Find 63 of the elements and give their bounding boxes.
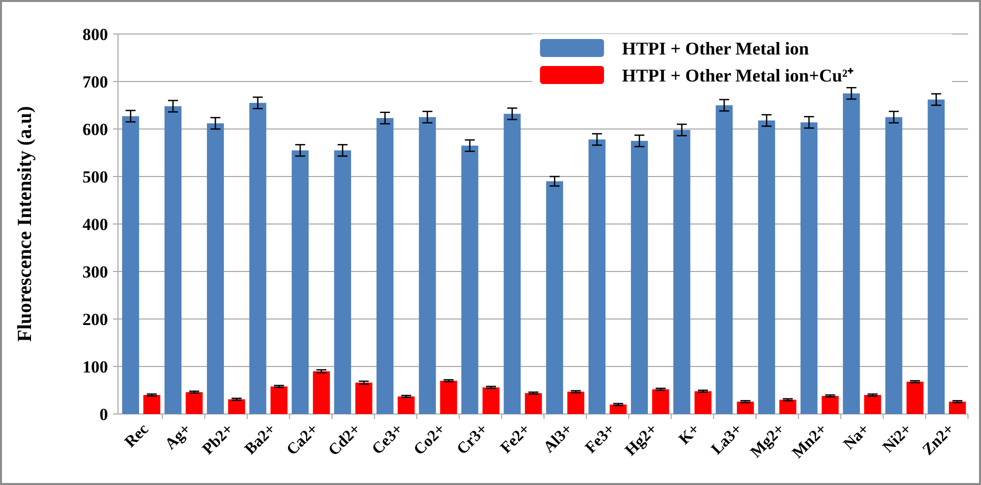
bar (864, 395, 882, 414)
legend-label: HTPI + Other Metal ion+Cu²⁺ (622, 65, 854, 86)
bar (524, 393, 542, 414)
x-tick-label: Rec (122, 420, 152, 452)
bar (630, 140, 648, 414)
x-tick-label: K+ (676, 420, 704, 448)
bar (736, 402, 754, 414)
y-tick-label: 0 (100, 404, 108, 424)
x-tick-label: Co2+ (410, 420, 449, 459)
bar (800, 122, 818, 414)
legend-label: HTPI + Other Metal ion (622, 38, 809, 58)
y-tick-label: 100 (82, 357, 108, 376)
bar (334, 150, 352, 414)
y-tick-label: 300 (82, 262, 108, 282)
bar (376, 118, 394, 414)
bar (948, 402, 966, 414)
bar (206, 123, 224, 414)
bar (758, 120, 776, 414)
bar (461, 146, 478, 414)
bar (143, 395, 160, 414)
x-tick-label: Al3+ (540, 420, 576, 456)
x-tick-label: Ce3+ (369, 420, 406, 458)
bar (906, 382, 924, 414)
bar (822, 396, 839, 414)
bar (312, 371, 330, 414)
x-tick-label: Ag+ (162, 420, 194, 454)
bar (398, 396, 415, 414)
y-tick-label: 500 (82, 167, 108, 186)
bar (164, 106, 182, 414)
bar (673, 130, 690, 414)
bar (928, 100, 945, 414)
bar (228, 399, 246, 414)
bar (716, 105, 733, 414)
bar (292, 150, 309, 414)
bar (779, 400, 796, 414)
bar (885, 117, 902, 414)
bar (186, 392, 203, 414)
y-tick-label: 700 (82, 72, 108, 92)
bar (418, 117, 436, 414)
bar (588, 139, 606, 414)
y-tick-label: 600 (82, 120, 108, 139)
x-tick-label: Ca2+ (284, 420, 322, 459)
x-tick-label: Fe2+ (498, 420, 534, 457)
x-tick-label: Cr3+ (454, 420, 492, 458)
bar (355, 382, 372, 414)
bar (652, 389, 670, 414)
bar (504, 114, 521, 414)
bar (270, 386, 288, 414)
bar (440, 380, 458, 414)
y-tick-label: 400 (82, 214, 108, 234)
bar (122, 116, 140, 414)
bar (482, 387, 500, 414)
y-axis-title: Fluorescence Intensity (a.u) (14, 106, 36, 342)
y-tick-label: 200 (82, 310, 108, 329)
bar (842, 93, 860, 414)
bar (610, 404, 627, 414)
bar (546, 181, 564, 414)
y-tick-label: 800 (82, 24, 108, 44)
bar (694, 391, 712, 414)
bar (567, 392, 584, 414)
x-tick-label: Na+ (840, 420, 873, 454)
bar (249, 102, 266, 414)
x-tick-label: Ni2+ (880, 420, 916, 456)
